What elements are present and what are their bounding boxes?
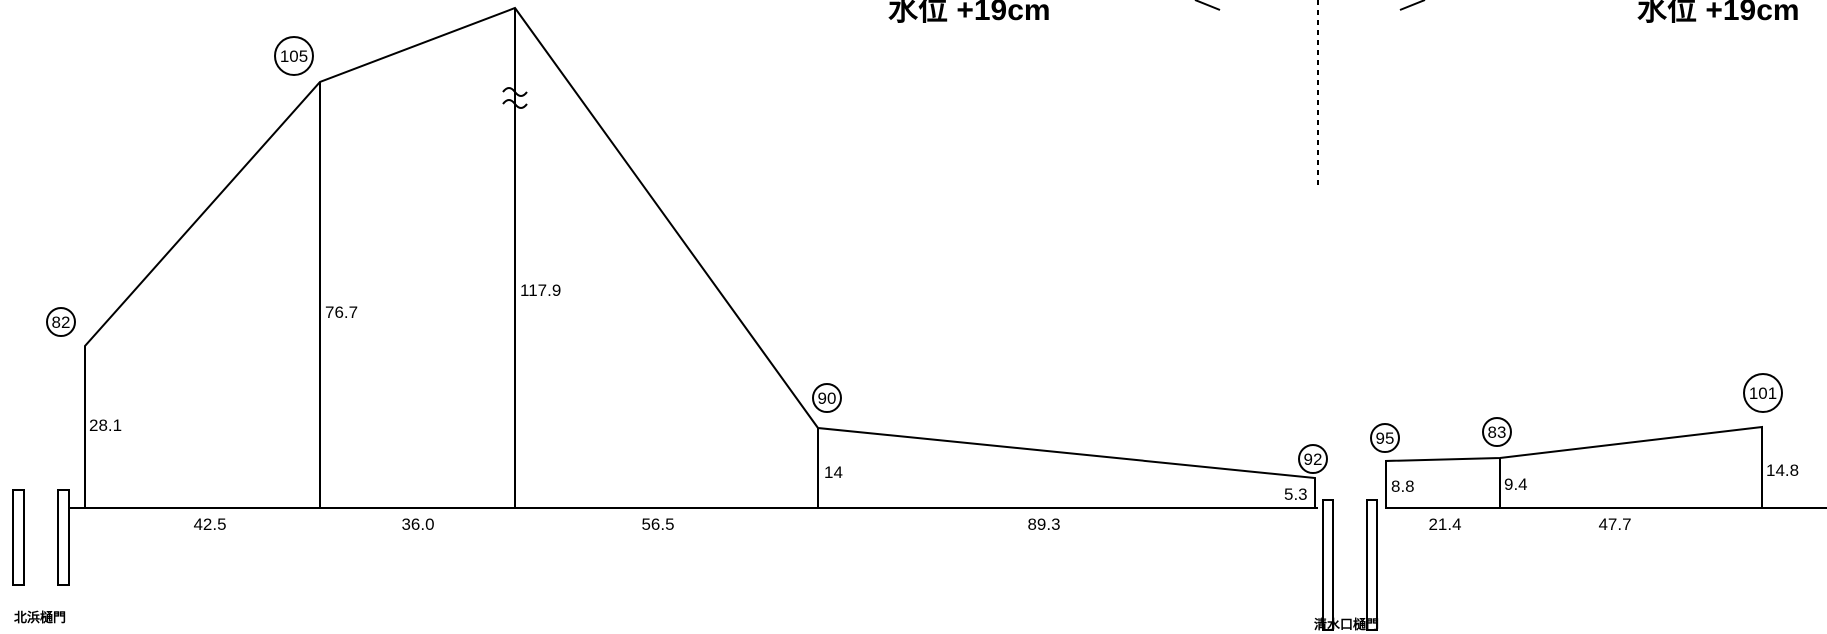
svg-text:90: 90 — [818, 389, 837, 408]
distance-label-89-3: 89.3 — [1027, 515, 1060, 534]
height-label-14: 14 — [824, 463, 843, 482]
height-label-5-3: 5.3 — [1284, 485, 1308, 504]
gate-post-right-2 — [1366, 499, 1378, 631]
water-level-right: 水位 +19cm — [1637, 0, 1800, 27]
svg-text:105: 105 — [280, 47, 308, 66]
section1-profile-outline — [84, 6, 1316, 508]
arrow-left-fragment — [1194, 0, 1221, 11]
height-label-8-8: 8.8 — [1391, 477, 1415, 496]
svg-text:82: 82 — [52, 313, 71, 332]
distance-label-56-5: 56.5 — [641, 515, 674, 534]
distance-label-21-4: 21.4 — [1428, 515, 1461, 534]
circled-marker-95: 95 — [1370, 423, 1400, 453]
svg-text:95: 95 — [1376, 429, 1395, 448]
break-mark-icon — [502, 87, 528, 109]
circled-marker-92: 92 — [1298, 444, 1328, 474]
distance-label-42-5: 42.5 — [193, 515, 226, 534]
gate-label-kitahama: 北浜樋門 — [14, 610, 66, 625]
distance-label-36-0: 36.0 — [401, 515, 434, 534]
section2-profile-outline — [1385, 425, 1763, 508]
height-label-28-1: 28.1 — [89, 416, 122, 435]
distance-label-47-7: 47.7 — [1598, 515, 1631, 534]
circled-marker-82: 82 — [46, 307, 76, 337]
circled-marker-105: 105 — [274, 36, 314, 76]
svg-text:92: 92 — [1304, 450, 1323, 469]
height-label-117-9: 117.9 — [520, 281, 561, 300]
gate-post-right-1 — [1322, 499, 1334, 631]
gate-label-shimizuguchi: 清水口樋門 — [1314, 617, 1379, 632]
circled-marker-90: 90 — [812, 383, 842, 413]
gate-post-left-1 — [12, 489, 25, 586]
svg-text:83: 83 — [1488, 423, 1507, 442]
gate-post-left-2 — [57, 489, 70, 586]
height-label-9-4: 9.4 — [1504, 475, 1528, 494]
arrow-right-fragment — [1399, 0, 1426, 11]
svg-text:101: 101 — [1749, 384, 1777, 403]
water-level-left: 水位 +19cm — [888, 0, 1051, 27]
circled-marker-83: 83 — [1482, 417, 1512, 447]
height-label-14-8: 14.8 — [1766, 461, 1799, 480]
circled-marker-101: 101 — [1743, 373, 1783, 413]
height-label-76-7: 76.7 — [325, 303, 358, 322]
